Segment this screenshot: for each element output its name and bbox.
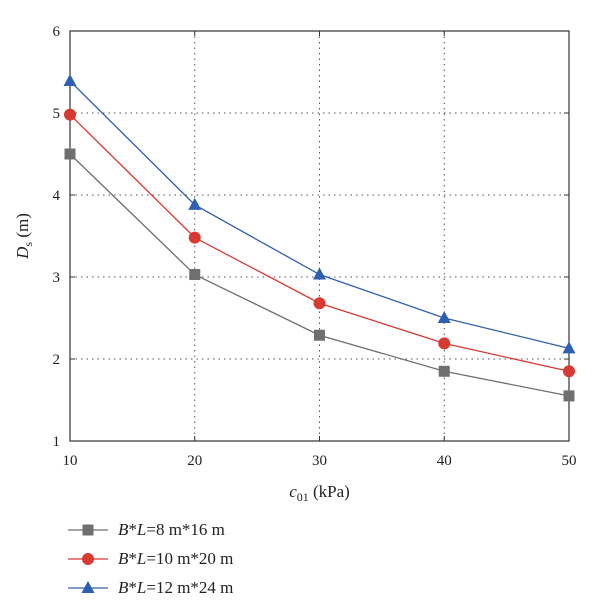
data-point [438,337,451,350]
data-point [313,267,326,280]
legend-circle-marker-icon [68,552,108,565]
data-point [313,297,326,310]
x-axis-label: c01 (kPa) [289,482,350,504]
x-tick-label: 20 [187,453,202,469]
y-tick-label: 2 [53,352,61,368]
legend-square-marker-icon [68,524,108,535]
legend-item-series-2: B*L=10 m*20 m [66,544,233,573]
data-point [314,329,325,341]
data-point [188,231,201,244]
x-tick-label: 10 [63,453,78,469]
data-point [563,390,575,402]
line-chart: 10 20 30 40 50 1 2 3 4 5 6 c01 (kPa) Ds (m) [13,24,577,504]
grid-lines [70,31,569,441]
x-tick-label: 50 [562,453,577,469]
legend-marker [82,524,94,535]
data-point [63,74,77,87]
data-point [189,269,201,281]
data-point [437,311,451,323]
legend-marker [82,552,94,565]
y-tick-label: 6 [53,24,61,40]
data-point [563,365,575,378]
legend-triangle-marker-icon [68,580,108,593]
series-2 [64,108,575,378]
data-point [562,341,576,354]
data-point [438,365,450,377]
series-3 [63,74,576,354]
legend-item-series-3: B*L=12 m*24 m [66,573,233,602]
data-point [64,148,76,160]
legend-label: B*L=8 m*16 m [118,519,225,539]
y-tick-label: 4 [53,188,61,204]
legend-label: B*L=10 m*20 m [118,548,234,568]
legend-label: B*L=12 m*24 m [118,577,234,597]
series-layer [63,74,576,402]
x-tick-label: 30 [312,453,327,469]
data-point [64,108,76,121]
y-tick-label: 1 [53,434,61,450]
data-point [188,197,202,210]
x-tick-label: 40 [437,453,452,469]
y-tick-label: 3 [53,270,61,286]
y-axis-label: Ds (m) [13,213,35,260]
series-1 [64,148,575,402]
legend-marker [81,580,95,593]
legend-item-series-1: B*L=8 m*16 m [66,515,233,544]
axis-ticks: 10 20 30 40 50 1 2 3 4 5 6 [53,24,577,469]
y-tick-label: 5 [53,106,61,122]
legend: B*L=8 m*16 m B*L=10 m*20 m B*L=12 m*24 m [66,515,233,602]
